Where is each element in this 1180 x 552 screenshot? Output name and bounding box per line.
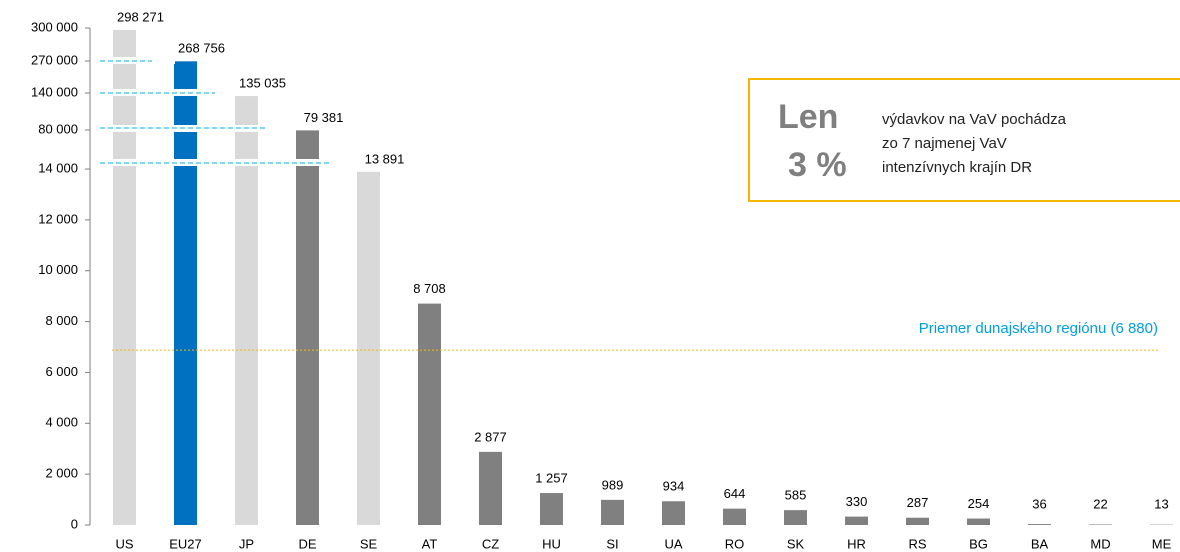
value-label: 298 271 xyxy=(117,9,164,24)
value-label: 135 035 xyxy=(239,75,286,90)
y-tick-label: 140 000 xyxy=(31,84,78,99)
bar xyxy=(967,518,990,525)
y-tick-label: 300 000 xyxy=(31,19,78,34)
x-tick-label: RS xyxy=(908,536,926,551)
y-tick-label: 2 000 xyxy=(45,466,78,481)
bar xyxy=(845,516,868,525)
value-label: 13 891 xyxy=(365,151,405,166)
callout-line: výdavkov na VaV pochádza xyxy=(882,111,1067,128)
value-label: 585 xyxy=(785,488,807,503)
value-label: 1 257 xyxy=(535,470,568,485)
y-tick-label: 4 000 xyxy=(45,415,78,430)
x-tick-label: MD xyxy=(1090,536,1110,551)
bar xyxy=(906,517,929,525)
x-tick-label: SI xyxy=(606,536,618,551)
y-tick-label: 270 000 xyxy=(31,52,78,67)
value-label: 8 708 xyxy=(413,281,446,296)
value-label: 22 xyxy=(1093,496,1107,511)
bar xyxy=(357,171,380,525)
bar xyxy=(174,61,197,526)
value-label: 13 xyxy=(1154,496,1168,511)
value-label: 2 877 xyxy=(474,429,507,444)
x-tick-label: SK xyxy=(787,536,805,551)
bar xyxy=(784,510,807,525)
x-tick-label: EU27 xyxy=(169,536,202,551)
value-label: 934 xyxy=(663,479,685,494)
y-tick-label: 6 000 xyxy=(45,364,78,379)
value-label: 287 xyxy=(907,495,929,510)
average-label: Priemer dunajského regiónu (6 880) xyxy=(919,320,1158,337)
bar xyxy=(540,493,563,525)
bar xyxy=(296,130,319,525)
callout: Len 3 % výdavkov na VaV pochádza zo 7 na… xyxy=(748,78,1180,202)
bar xyxy=(113,29,136,526)
callout-text: výdavkov na VaV pochádza zo 7 najmenej V… xyxy=(882,108,1066,180)
y-tick-label: 14 000 xyxy=(38,160,78,175)
bar xyxy=(235,96,258,525)
y-tick-label: 80 000 xyxy=(38,121,78,136)
x-tick-label: HU xyxy=(542,536,561,551)
bar xyxy=(1028,524,1051,525)
x-tick-label: HR xyxy=(847,536,866,551)
bar xyxy=(418,303,441,525)
axis-breaks xyxy=(95,57,345,166)
bar xyxy=(662,501,685,525)
value-label: 79 381 xyxy=(304,110,344,125)
bars xyxy=(113,29,1173,526)
y-tick-label: 12 000 xyxy=(38,211,78,226)
callout-big: 3 % xyxy=(788,146,847,184)
value-label: 330 xyxy=(846,494,868,509)
y-tick-label: 10 000 xyxy=(38,262,78,277)
y-tick-label: 8 000 xyxy=(45,313,78,328)
value-label: 254 xyxy=(968,496,990,511)
x-tick-label: AT xyxy=(422,536,438,551)
x-tick-label: DE xyxy=(298,536,316,551)
bar xyxy=(479,451,502,525)
x-tick-label: US xyxy=(115,536,133,551)
x-tick-label: UA xyxy=(664,536,682,551)
bar xyxy=(601,499,624,525)
value-label: 268 756 xyxy=(178,41,225,56)
value-label: 989 xyxy=(602,477,624,492)
bar xyxy=(1089,524,1112,525)
bar xyxy=(723,508,746,525)
value-label: 36 xyxy=(1032,496,1046,511)
x-tick-label: JP xyxy=(239,536,254,551)
y-tick-label: 0 xyxy=(71,516,78,531)
callout-line: intenzívnych krajín DR xyxy=(882,159,1033,176)
callout-big: Len xyxy=(778,98,839,136)
value-label: 644 xyxy=(724,486,746,501)
x-tick-label: BA xyxy=(1031,536,1049,551)
x-tick-label: RO xyxy=(725,536,745,551)
x-tick-label: BG xyxy=(969,536,988,551)
x-tick-label: SE xyxy=(360,536,378,551)
callout-line: zo 7 najmenej VaV xyxy=(882,135,1007,152)
x-tick-label: ME xyxy=(1152,536,1172,551)
x-tick-label: CZ xyxy=(482,536,499,551)
